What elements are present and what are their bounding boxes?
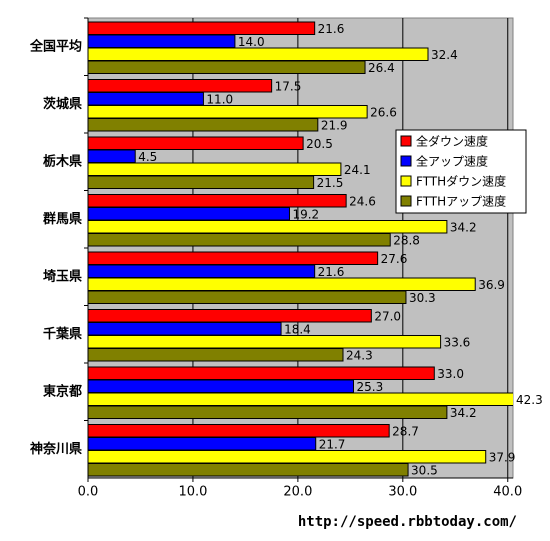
bar <box>88 149 136 163</box>
value-label: 24.1 <box>344 163 371 177</box>
bars <box>88 21 513 477</box>
value-label: 17.5 <box>275 79 302 93</box>
source: http://speed.rbbtoday.com/ <box>298 514 517 530</box>
value-label: 32.4 <box>431 48 458 62</box>
bar <box>88 424 390 438</box>
value-label: 21.6 <box>318 265 345 279</box>
value-label: 30.5 <box>411 463 438 477</box>
value-label: 4.5 <box>138 150 157 164</box>
bar <box>88 175 315 189</box>
value-label: 21.6 <box>318 22 345 36</box>
value-label: 33.6 <box>444 335 471 349</box>
value-label: 36.9 <box>478 278 505 292</box>
legend-label: 全ダウン速度 <box>416 134 488 149</box>
category-label: 神奈川県 <box>30 441 82 457</box>
value-label: 14.0 <box>238 35 265 49</box>
value-label: 24.3 <box>346 348 373 362</box>
value-label: 24.6 <box>349 194 376 208</box>
bar <box>88 366 435 380</box>
bar <box>88 136 304 150</box>
bar <box>88 207 290 221</box>
x-tick-label: 30.0 <box>388 485 417 500</box>
bar <box>88 437 317 451</box>
x-tick-label: 0.0 <box>78 485 99 500</box>
category-label: 埼玉県 <box>43 268 82 284</box>
x-tick-label: 10.0 <box>178 485 207 500</box>
value-label: 27.0 <box>374 309 401 323</box>
category-label: 千葉県 <box>43 326 82 342</box>
value-label: 21.7 <box>319 437 346 451</box>
category-label: 茨城県 <box>43 96 82 112</box>
bar <box>88 47 429 61</box>
bar <box>88 348 344 362</box>
value-label: 42.3 <box>516 393 543 407</box>
bar <box>88 309 372 323</box>
bar <box>88 450 487 464</box>
value-label: 20.5 <box>306 137 333 151</box>
bar <box>88 105 368 119</box>
bar <box>88 60 366 74</box>
x-tick-label: 40.0 <box>493 485 522 500</box>
x-tick-label: 20.0 <box>283 485 312 500</box>
value-label: 11.0 <box>206 92 233 106</box>
value-label: 34.2 <box>450 406 477 420</box>
value-label: 33.0 <box>437 367 464 381</box>
bar <box>88 21 316 35</box>
value-label: 28.7 <box>392 424 419 438</box>
bar <box>88 290 407 304</box>
bar <box>88 264 316 278</box>
bar <box>88 379 354 393</box>
bar <box>88 251 379 265</box>
legend-swatch <box>400 155 412 167</box>
legend-label: FTTHアップ速度 <box>416 194 506 209</box>
value-label: 26.4 <box>368 61 395 75</box>
category-label: 全国平均 <box>29 38 82 54</box>
legend-label: FTTHダウン速度 <box>416 174 506 189</box>
bar <box>88 335 442 349</box>
category-label: 栃木県 <box>43 153 82 169</box>
legend-swatch <box>400 195 412 207</box>
bar <box>88 79 273 93</box>
value-label: 21.9 <box>321 118 348 132</box>
value-label: 21.5 <box>317 176 344 190</box>
bar <box>88 34 236 48</box>
legend-label: 全アップ速度 <box>416 154 488 169</box>
bar <box>88 92 204 106</box>
legend-swatch <box>400 175 412 187</box>
value-label: 37.9 <box>489 450 516 464</box>
bar <box>88 118 319 132</box>
value-label: 26.6 <box>370 105 397 119</box>
bar <box>88 162 342 176</box>
bar <box>88 322 282 336</box>
bar <box>88 194 347 208</box>
category-label: 群馬県 <box>43 211 82 227</box>
value-label: 28.8 <box>393 233 420 247</box>
bar <box>88 392 513 406</box>
bar <box>88 220 448 234</box>
legend-box <box>395 129 527 214</box>
bar <box>88 277 476 291</box>
value-label: 18.4 <box>284 322 311 336</box>
value-label: 34.2 <box>450 220 477 234</box>
value-label: 25.3 <box>356 380 383 394</box>
value-label: 30.3 <box>409 291 436 305</box>
bar <box>88 233 391 247</box>
bar <box>88 463 409 477</box>
value-label: 19.2 <box>292 207 319 221</box>
legend-swatch <box>400 135 412 147</box>
bar <box>88 405 448 419</box>
value-label: 27.6 <box>381 252 408 266</box>
category-label: 東京都 <box>43 383 82 399</box>
